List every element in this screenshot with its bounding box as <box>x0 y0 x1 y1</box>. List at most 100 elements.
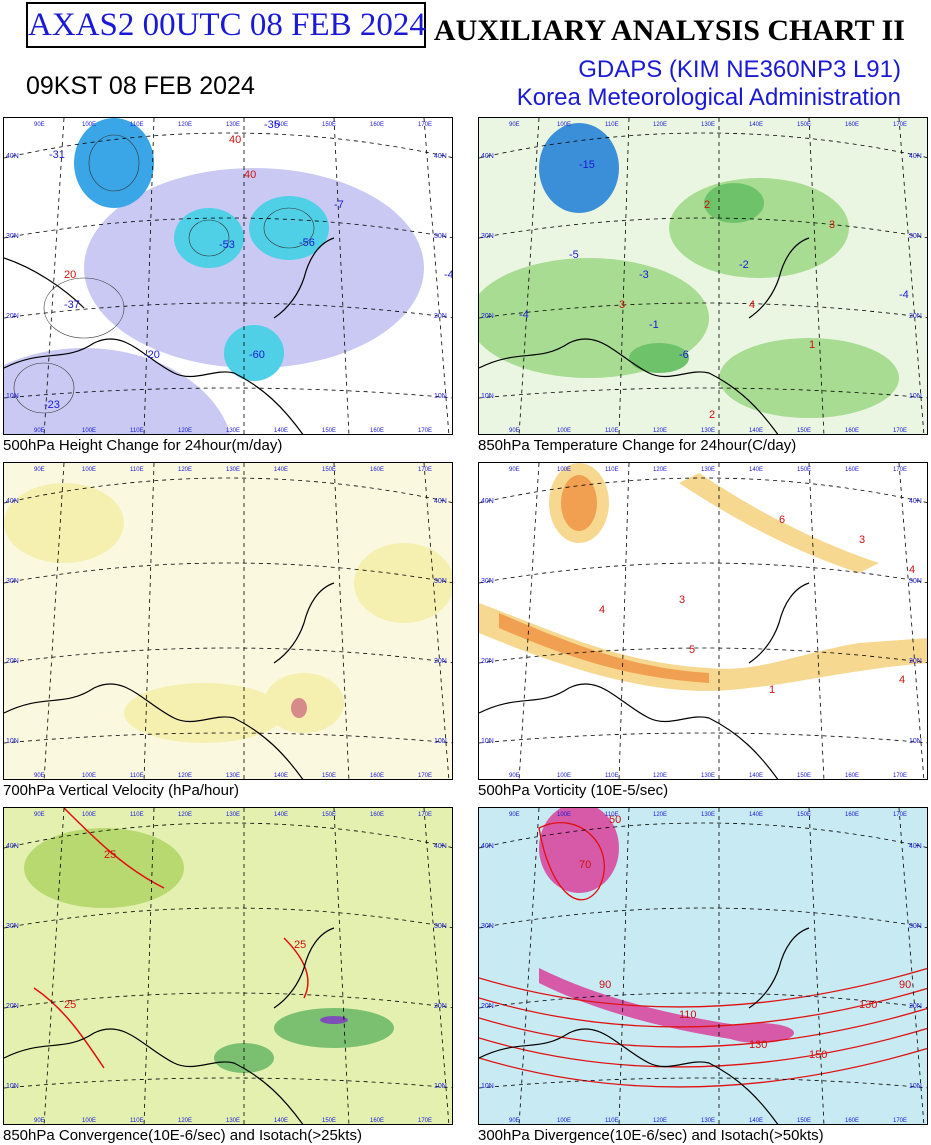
longitude-label: 110E <box>130 428 144 434</box>
longitude-label: 90E <box>34 122 45 128</box>
map-500hpa-height-change: -37 -23 -20 -53 -60 -56 -7 40 -35 40 20 -40 -31 40N 40… <box>4 118 452 434</box>
map-850hpa-temperature-change: -15 -4 -5 -3 -2 -1 3 2 4 1 -6 2 3 -4 40N 40N 30N 30N 20N 20… <box>479 118 927 434</box>
contour-value-label: -23 <box>44 399 60 411</box>
longitude-label: 110E <box>130 773 144 779</box>
longitude-label: 160E <box>370 773 384 779</box>
caption-850hpa-convergence: 850hPa Convergence(10E-6/sec) and Isotac… <box>3 1127 362 1144</box>
longitude-label: 140E <box>749 812 763 818</box>
latitude-label: 30N <box>6 233 19 240</box>
longitude-label: 160E <box>845 1118 859 1124</box>
longitude-label: 120E <box>653 467 667 473</box>
contour-value-label: -3 <box>639 269 649 281</box>
longitude-label: 170E <box>893 1118 907 1124</box>
longitude-label: 150E <box>322 812 336 818</box>
longitude-label: 100E <box>82 773 96 779</box>
map-850hpa-convergence: 25 25 25 40N 40N 30N 30N 20N 20N 10N 10N 90E 90E 100E… <box>4 808 452 1124</box>
map-700hpa-vertical-velocity: 40N 40N 30N 30N 20N 20N 10N 10N 90E 90E 100E 100E 11… <box>4 463 452 779</box>
longitude-label: 100E <box>557 1118 571 1124</box>
latitude-label: 40N <box>481 153 494 160</box>
latitude-label: 20N <box>481 658 494 665</box>
latitude-label: 40N <box>481 498 494 505</box>
latitude-label: 40N <box>6 498 19 505</box>
longitude-label: 160E <box>370 428 384 434</box>
contour-value-label: -37 <box>64 299 80 311</box>
contour-value-label: 90 <box>899 979 911 991</box>
longitude-label: 170E <box>893 122 907 128</box>
map-500hpa-vorticity: 3 4 5 1 3 4 4 6 40N 40N 30N 30N 20N 20N 10N 10N 90E 90E 10… <box>479 463 927 779</box>
latitude-label: 40N <box>434 843 447 850</box>
latitude-label: 40N <box>434 153 447 160</box>
contour-value-label: 1 <box>769 684 775 696</box>
contour-value-label: -2 <box>739 259 749 271</box>
longitude-label: 170E <box>418 122 432 128</box>
caption-700hpa-vertical-velocity: 700hPa Vertical Velocity (hPa/hour) <box>3 782 239 799</box>
longitude-label: 100E <box>557 773 571 779</box>
longitude-label: 90E <box>509 467 520 473</box>
longitude-label: 110E <box>605 812 619 818</box>
map-300hpa-divergence: 50 70 90 110 130 150 130 90 40N 40N 30N 30N 20N 20N 10… <box>479 808 927 1124</box>
latitude-label: 10N <box>434 393 447 400</box>
longitude-label: 170E <box>893 467 907 473</box>
contour-value-label: 40 <box>244 169 256 181</box>
longitude-label: 170E <box>893 428 907 434</box>
latitude-label: 40N <box>909 498 922 505</box>
latitude-label: 40N <box>434 498 447 505</box>
longitude-label: 150E <box>797 467 811 473</box>
longitude-label: 100E <box>557 812 571 818</box>
contour-value-label: 25 <box>64 999 76 1011</box>
model-name: GDAPS (KIM NE360NP3 L91) <box>578 56 901 83</box>
chart-title: AUXILIARY ANALYSIS CHART II <box>433 14 905 47</box>
contour-value-label: 5 <box>689 644 695 656</box>
panel-700hpa-vertical-velocity: 40N 40N 30N 30N 20N 20N 10N 10N 90E 90E 100E 100E 11… <box>3 462 453 780</box>
longitude-label: 130E <box>226 773 240 779</box>
longitude-label: 160E <box>370 122 384 128</box>
longitude-label: 120E <box>178 773 192 779</box>
longitude-label: 160E <box>370 467 384 473</box>
longitude-label: 120E <box>653 812 667 818</box>
longitude-label: 140E <box>749 122 763 128</box>
contour-value-label: 20 <box>64 269 76 281</box>
longitude-label: 130E <box>226 1118 240 1124</box>
contour-value-label: 40 <box>229 134 241 146</box>
latitude-label: 30N <box>909 923 922 930</box>
longitude-label: 110E <box>130 1118 144 1124</box>
latitude-label: 10N <box>6 1083 19 1090</box>
latitude-label: 30N <box>481 578 494 585</box>
latitude-label: 30N <box>909 578 922 585</box>
contour-value-label: -15 <box>579 159 595 171</box>
latitude-label: 20N <box>481 313 494 320</box>
longitude-label: 130E <box>226 122 240 128</box>
longitude-label: 110E <box>130 122 144 128</box>
longitude-label: 110E <box>130 467 144 473</box>
longitude-label: 150E <box>322 467 336 473</box>
longitude-label: 170E <box>418 773 432 779</box>
longitude-label: 130E <box>701 467 715 473</box>
latitude-label: 10N <box>909 1083 922 1090</box>
longitude-label: 140E <box>749 1118 763 1124</box>
longitude-label: 130E <box>226 428 240 434</box>
longitude-label: 120E <box>653 1118 667 1124</box>
contour-value-label: 25 <box>294 939 306 951</box>
latitude-label: 20N <box>909 658 922 665</box>
contour-value-label: 6 <box>779 514 785 526</box>
longitude-label: 140E <box>274 812 288 818</box>
longitude-label: 140E <box>274 467 288 473</box>
contour-value-label: 150 <box>809 1049 827 1061</box>
longitude-label: 100E <box>557 467 571 473</box>
longitude-label: 100E <box>82 1118 96 1124</box>
contour-value-label: -31 <box>49 149 65 161</box>
longitude-label: 120E <box>653 428 667 434</box>
longitude-label: 90E <box>509 122 520 128</box>
longitude-label: 140E <box>274 122 288 128</box>
latitude-label: 30N <box>434 923 447 930</box>
latitude-label: 20N <box>434 658 447 665</box>
contour-value-label: 3 <box>829 219 835 231</box>
contour-value-label: 25 <box>104 849 116 861</box>
contour-value-label: 4 <box>599 604 605 616</box>
contour-value-label: 2 <box>704 199 710 211</box>
latitude-label: 40N <box>6 843 19 850</box>
latitude-label: 10N <box>909 738 922 745</box>
longitude-label: 120E <box>653 773 667 779</box>
longitude-label: 150E <box>322 1118 336 1124</box>
caption-850hpa-temperature-change: 850hPa Temperature Change for 24hour(C/d… <box>478 437 797 454</box>
